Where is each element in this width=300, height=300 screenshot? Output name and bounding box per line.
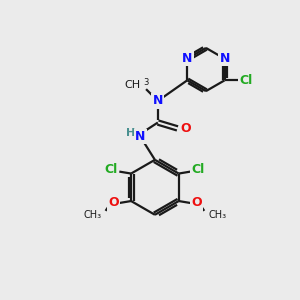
Text: H: H xyxy=(126,128,135,138)
Text: N: N xyxy=(135,130,146,143)
Text: N: N xyxy=(153,94,163,107)
Text: N: N xyxy=(182,52,192,65)
Text: Cl: Cl xyxy=(192,163,205,176)
Text: CH₃: CH₃ xyxy=(83,210,102,220)
Text: O: O xyxy=(191,196,202,209)
Text: Cl: Cl xyxy=(105,163,118,176)
Text: Cl: Cl xyxy=(240,74,253,87)
Text: O: O xyxy=(108,196,119,209)
Text: CH: CH xyxy=(124,80,140,90)
Text: O: O xyxy=(180,122,190,135)
Text: CH₃: CH₃ xyxy=(208,210,226,220)
Text: 3: 3 xyxy=(143,78,148,87)
Text: N: N xyxy=(220,52,230,65)
